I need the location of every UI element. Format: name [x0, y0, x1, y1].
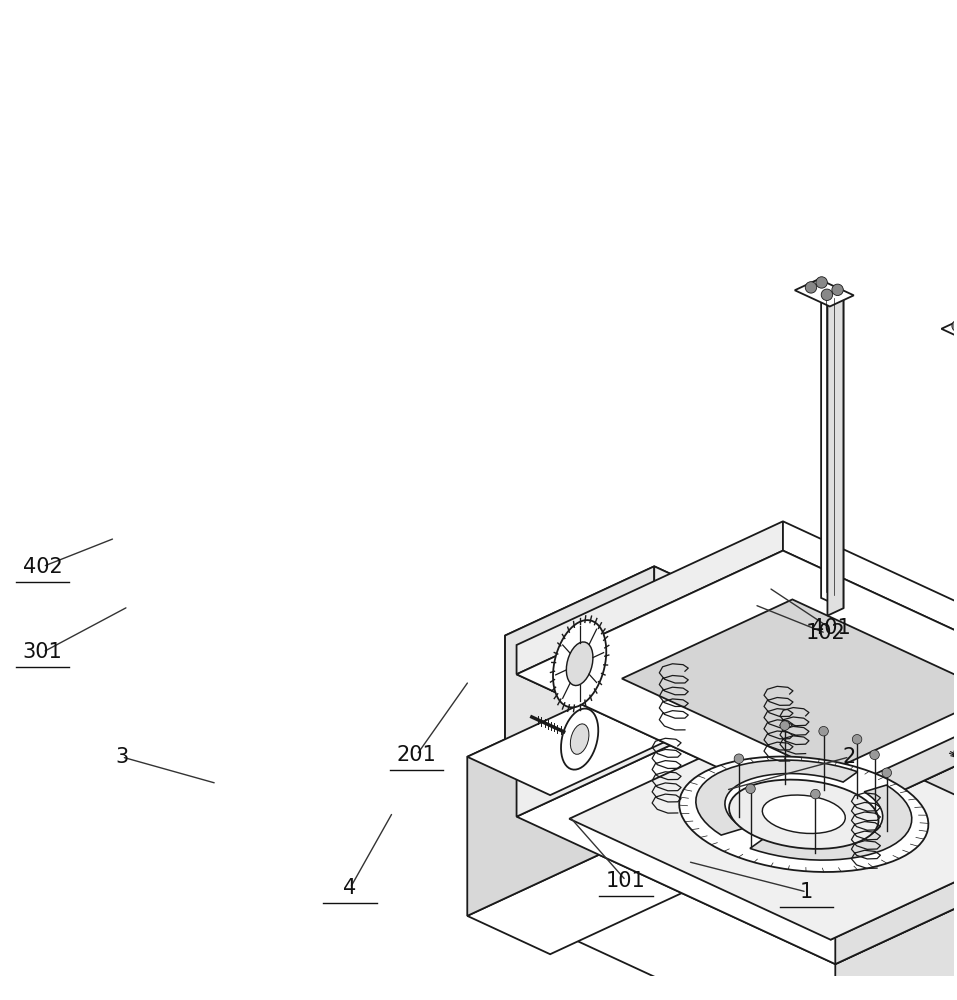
Polygon shape: [622, 599, 957, 773]
Polygon shape: [783, 693, 957, 916]
Circle shape: [805, 282, 816, 293]
Circle shape: [821, 289, 833, 300]
Polygon shape: [467, 670, 654, 916]
Polygon shape: [561, 709, 598, 770]
Polygon shape: [750, 785, 912, 860]
Polygon shape: [553, 620, 607, 707]
Polygon shape: [569, 575, 957, 797]
Text: 102: 102: [806, 623, 846, 643]
Polygon shape: [942, 318, 957, 345]
Polygon shape: [505, 636, 575, 789]
Text: 301: 301: [23, 642, 62, 662]
Polygon shape: [953, 753, 957, 768]
Circle shape: [819, 726, 829, 736]
Text: 2: 2: [843, 747, 857, 767]
Polygon shape: [545, 905, 587, 924]
Circle shape: [853, 735, 862, 744]
Text: 201: 201: [397, 745, 436, 765]
Circle shape: [811, 789, 820, 799]
Polygon shape: [569, 717, 957, 940]
Text: 401: 401: [811, 618, 851, 638]
Polygon shape: [679, 757, 928, 872]
Polygon shape: [794, 279, 854, 306]
Polygon shape: [788, 575, 957, 838]
Text: 3: 3: [115, 747, 128, 767]
Polygon shape: [696, 760, 857, 835]
Polygon shape: [517, 693, 957, 964]
Text: 1: 1: [800, 882, 813, 902]
Text: 101: 101: [606, 871, 646, 891]
Polygon shape: [517, 551, 783, 817]
Polygon shape: [828, 294, 843, 616]
Circle shape: [746, 784, 755, 794]
Polygon shape: [568, 895, 587, 924]
Polygon shape: [467, 829, 737, 954]
Polygon shape: [517, 551, 957, 822]
Polygon shape: [821, 284, 843, 608]
Polygon shape: [835, 840, 957, 1000]
Polygon shape: [517, 551, 957, 822]
Polygon shape: [835, 669, 957, 822]
Polygon shape: [729, 780, 879, 849]
Polygon shape: [783, 551, 957, 840]
Polygon shape: [654, 670, 737, 868]
Polygon shape: [570, 724, 589, 754]
Polygon shape: [783, 789, 957, 1000]
Polygon shape: [786, 782, 808, 813]
Polygon shape: [505, 566, 724, 668]
Polygon shape: [835, 669, 957, 822]
Polygon shape: [567, 642, 593, 686]
Polygon shape: [517, 521, 783, 674]
Circle shape: [816, 277, 828, 288]
Circle shape: [780, 721, 790, 730]
Circle shape: [832, 284, 843, 296]
Polygon shape: [505, 566, 655, 757]
Circle shape: [952, 320, 957, 332]
Text: 402: 402: [23, 557, 62, 577]
Polygon shape: [783, 521, 957, 698]
Polygon shape: [763, 795, 845, 833]
Circle shape: [882, 768, 892, 778]
Circle shape: [734, 754, 744, 763]
Polygon shape: [835, 698, 957, 964]
Circle shape: [870, 750, 879, 760]
Polygon shape: [655, 566, 724, 720]
Polygon shape: [517, 693, 957, 964]
Polygon shape: [564, 715, 957, 942]
Polygon shape: [467, 670, 737, 795]
Polygon shape: [835, 937, 957, 1000]
Polygon shape: [767, 803, 808, 822]
Polygon shape: [565, 885, 587, 916]
Polygon shape: [517, 789, 957, 1000]
Polygon shape: [790, 792, 808, 822]
Polygon shape: [831, 696, 957, 940]
Text: 4: 4: [344, 878, 357, 898]
